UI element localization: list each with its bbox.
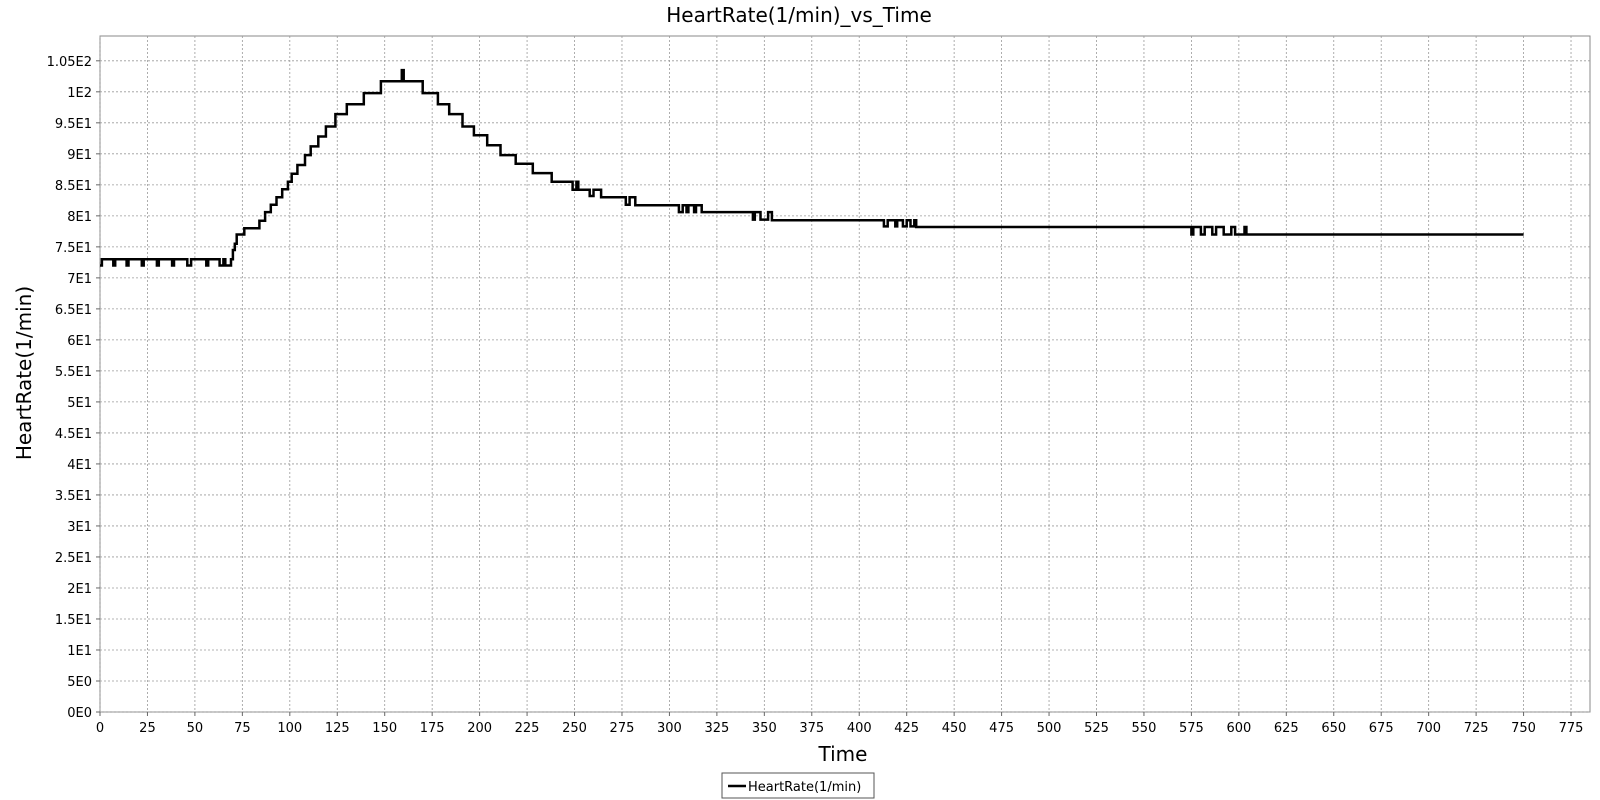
series-layer bbox=[100, 68, 1524, 267]
x-tick-label: 750 bbox=[1511, 721, 1536, 736]
x-tick-label: 500 bbox=[1037, 721, 1062, 736]
y-tick-label: 9E1 bbox=[67, 148, 92, 163]
y-tick-label: 5E1 bbox=[67, 396, 92, 411]
y-tick-label: 6.5E1 bbox=[55, 303, 92, 318]
x-tick-label: 25 bbox=[139, 721, 156, 736]
y-tick-label: 9.5E1 bbox=[55, 117, 92, 132]
series-line-heart-rate bbox=[100, 68, 1524, 267]
x-tick-label: 225 bbox=[515, 721, 540, 736]
y-tick-label: 5.5E1 bbox=[55, 365, 92, 380]
x-tick-label: 475 bbox=[989, 721, 1014, 736]
x-tick-label: 425 bbox=[894, 721, 919, 736]
x-axis-ticks: 0 25 50 75 100 125 150 175 200 225 250 275 300 325 350… bbox=[96, 712, 1584, 736]
y-tick-label: 1.5E1 bbox=[55, 613, 92, 628]
plot-frame bbox=[99, 35, 1591, 713]
x-tick-label: 525 bbox=[1084, 721, 1109, 736]
y-tick-label: 4.5E1 bbox=[55, 427, 92, 442]
y-tick-label: 4E1 bbox=[67, 458, 92, 473]
x-tick-label: 175 bbox=[420, 721, 445, 736]
x-tick-label: 400 bbox=[847, 721, 872, 736]
x-tick-label: 725 bbox=[1464, 721, 1489, 736]
y-tick-label: 5E0 bbox=[67, 675, 92, 690]
x-tick-label: 100 bbox=[277, 721, 302, 736]
x-tick-label: 0 bbox=[96, 721, 104, 736]
x-tick-label: 325 bbox=[704, 721, 729, 736]
grid-lines bbox=[99, 36, 1590, 713]
x-tick-label: 775 bbox=[1559, 721, 1584, 736]
x-tick-label: 75 bbox=[234, 721, 251, 736]
y-tick-label: 1E2 bbox=[67, 86, 92, 101]
y-tick-label: 1.05E2 bbox=[47, 55, 92, 70]
x-tick-label: 450 bbox=[942, 721, 967, 736]
y-tick-label: 6E1 bbox=[67, 334, 92, 349]
x-tick-label: 575 bbox=[1179, 721, 1204, 736]
y-tick-label: 1E1 bbox=[67, 644, 92, 659]
x-tick-label: 675 bbox=[1369, 721, 1394, 736]
legend-label: HeartRate(1/min) bbox=[748, 780, 861, 795]
x-tick-label: 650 bbox=[1321, 721, 1346, 736]
x-axis-title: Time bbox=[818, 742, 868, 766]
x-tick-label: 700 bbox=[1416, 721, 1441, 736]
legend-box bbox=[721, 772, 875, 799]
x-tick-label: 550 bbox=[1132, 721, 1157, 736]
x-tick-label: 200 bbox=[467, 721, 492, 736]
x-tick-label: 300 bbox=[657, 721, 682, 736]
x-tick-label: 150 bbox=[372, 721, 397, 736]
y-tick-label: 3E1 bbox=[67, 520, 92, 535]
x-tick-label: 250 bbox=[562, 721, 587, 736]
y-tick-label: 8E1 bbox=[67, 210, 92, 225]
y-tick-label: 2.5E1 bbox=[55, 551, 92, 566]
y-tick-label: 7E1 bbox=[67, 272, 92, 287]
y-tick-label: 3.5E1 bbox=[55, 489, 92, 504]
chart-legend: HeartRate(1/min) bbox=[721, 772, 875, 799]
x-tick-label: 275 bbox=[610, 721, 635, 736]
x-tick-label: 350 bbox=[752, 721, 777, 736]
y-axis-ticks: 0E0 5E0 1E1 1.5E1 2E1 2.5E1 3E1 3.5E1 4E1 4.5E1 5E… bbox=[47, 55, 100, 721]
plot-area bbox=[99, 35, 1591, 713]
x-tick-label: 375 bbox=[799, 721, 824, 736]
x-tick-label: 625 bbox=[1274, 721, 1299, 736]
x-tick-label: 50 bbox=[187, 721, 204, 736]
x-tick-label: 125 bbox=[325, 721, 350, 736]
y-axis-title: HeartRate(1/min) bbox=[12, 286, 36, 460]
y-tick-label: 7.5E1 bbox=[55, 241, 92, 256]
y-tick-label: 8.5E1 bbox=[55, 179, 92, 194]
y-tick-label: 0E0 bbox=[67, 706, 92, 721]
y-tick-label: 2E1 bbox=[67, 582, 92, 597]
chart-title: HeartRate(1/min)_vs_Time bbox=[666, 3, 932, 27]
x-tick-label: 600 bbox=[1226, 721, 1251, 736]
